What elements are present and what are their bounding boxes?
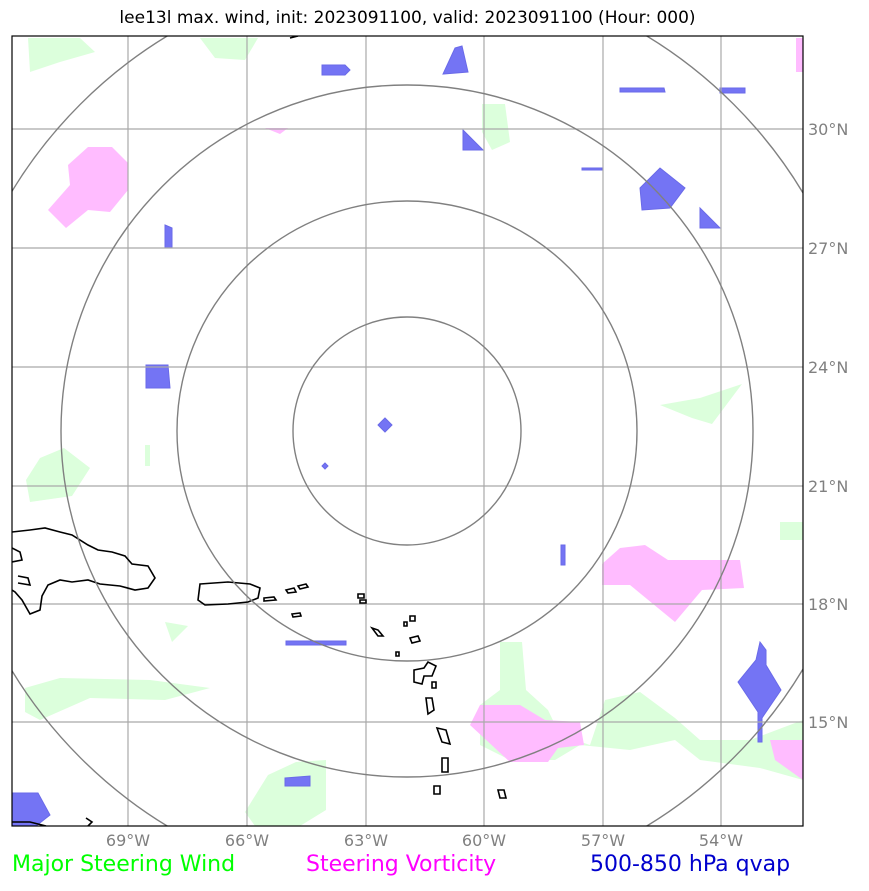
wind-area	[26, 448, 90, 502]
lon-tick-label: 69°W	[106, 831, 150, 850]
anguilla	[357, 593, 365, 599]
qvap-area	[321, 64, 351, 76]
virgin-islands-2	[296, 583, 310, 590]
lat-tick-label: 27°N	[808, 239, 848, 258]
vorticity-area	[796, 38, 803, 72]
vorticity-area	[470, 705, 584, 762]
qvap-area	[462, 128, 485, 151]
qvap-area	[284, 775, 311, 787]
hispaniola-inner	[17, 575, 32, 586]
qvap-area	[619, 87, 666, 93]
qvap-areas	[12, 45, 782, 826]
vieques	[263, 596, 278, 602]
legend-qvap: 500-850 hPa qvap	[590, 852, 791, 877]
range-ring-3	[60, 84, 754, 778]
marie-galante	[431, 681, 437, 689]
qvap-area	[737, 640, 782, 743]
lat-tick-labels: 30°N 27°N 24°N 21°N 18°N 15°N	[808, 120, 848, 732]
wind-area	[780, 522, 803, 540]
qvap-area	[699, 206, 722, 229]
lon-tick-label: 63°W	[344, 831, 388, 850]
haiti-peninsula	[12, 547, 23, 563]
lon-tick-label: 57°W	[581, 831, 625, 850]
lat-tick-label: 24°N	[808, 358, 848, 377]
antigua	[409, 615, 416, 622]
lon-tick-label: 60°W	[462, 831, 506, 850]
qvap-area	[442, 45, 469, 75]
range-ring-1	[292, 316, 522, 546]
vorticity-area	[770, 740, 803, 780]
vorticity-area	[602, 545, 744, 622]
tobago	[12, 821, 47, 826]
lon-tick-labels: 69°W 66°W 63°W 60°W 57°W 54°W	[106, 831, 743, 850]
lat-tick-label: 21°N	[808, 477, 848, 496]
lat-tick-label: 18°N	[808, 595, 848, 614]
qvap-area	[12, 792, 51, 826]
lon-tick-label: 54°W	[699, 831, 743, 850]
qvap-area	[285, 640, 347, 646]
qvap-area	[377, 417, 393, 433]
barbados	[496, 789, 508, 799]
montserrat	[395, 651, 400, 657]
wind-area	[482, 104, 510, 150]
qvap-area	[639, 167, 686, 211]
qvap-area	[719, 87, 746, 94]
st-vincent	[433, 785, 441, 795]
vorticity-area	[48, 147, 128, 228]
lon-tick-label: 66°W	[225, 831, 269, 850]
wind-area	[200, 38, 258, 60]
qvap-area	[145, 364, 171, 389]
coastlines	[12, 36, 508, 826]
wind-area	[25, 678, 210, 720]
wind-area	[660, 384, 742, 424]
wind-area	[165, 622, 188, 642]
st-martin	[359, 599, 367, 604]
virgin-islands-1	[284, 587, 298, 594]
virgin-islands-3	[290, 612, 303, 618]
wind-area	[145, 445, 150, 466]
gridlines	[12, 36, 803, 826]
qvap-area	[321, 462, 329, 470]
puerto-rico-coast	[197, 581, 261, 606]
hispaniola-coast	[12, 527, 156, 616]
steering-wind-areas	[25, 38, 803, 826]
range-ring-2	[176, 200, 638, 662]
lat-tick-label: 15°N	[808, 713, 848, 732]
qvap-area	[560, 544, 566, 566]
guadeloupe-2	[413, 660, 438, 685]
qvap-area	[581, 167, 603, 171]
legend-steering-vorticity: Steering Vorticity	[306, 852, 497, 877]
guadeloupe	[408, 635, 422, 644]
legend-steering-wind: Major Steering Wind	[12, 852, 236, 877]
map-frame	[11, 35, 804, 827]
st-kitts	[369, 626, 385, 637]
martinique	[435, 726, 452, 746]
lat-tick-label: 30°N	[808, 120, 848, 139]
dominica	[425, 697, 435, 716]
grenadines	[85, 817, 94, 826]
wind-area	[28, 38, 95, 72]
barbuda	[403, 621, 408, 627]
wind-area	[245, 760, 326, 826]
qvap-area	[164, 224, 173, 249]
map-title: lee13l max. wind, init: 2023091100, vali…	[119, 8, 696, 28]
st-lucia	[441, 757, 449, 773]
